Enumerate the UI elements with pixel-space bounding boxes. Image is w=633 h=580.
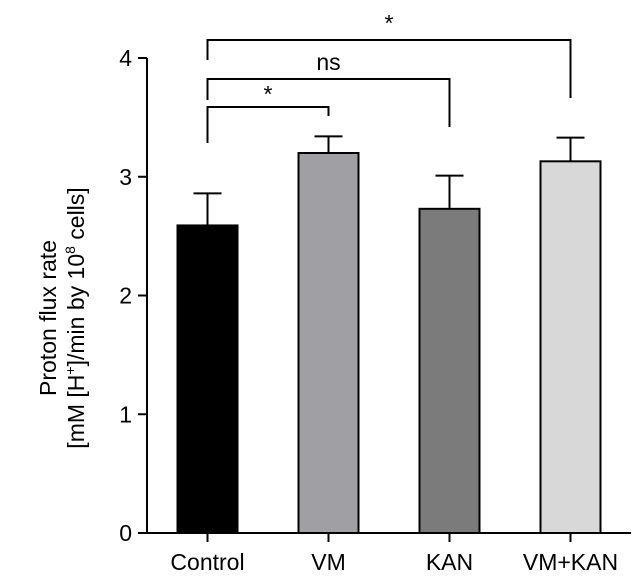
y-tick-label: 2 xyxy=(119,283,132,309)
y-axis-title: Proton flux rate [mM [H+]/min by 108 cel… xyxy=(35,187,89,448)
x-tick-label: VM+KAN xyxy=(523,549,618,575)
significance-brackets: * ns * xyxy=(206,10,572,143)
significance-label: ns xyxy=(316,49,340,75)
y-tick-label: 4 xyxy=(119,45,132,71)
y-axis-title-line2: [mM [H+]/min by 108 cells] xyxy=(62,187,89,448)
significance-label: * xyxy=(385,10,394,36)
bar xyxy=(539,160,602,534)
axes: 0 1 2 3 4 Control VM KAN VM+KAN xyxy=(119,45,631,575)
significance-bracket xyxy=(206,78,451,127)
x-tick-label: VM xyxy=(311,549,346,575)
bar xyxy=(176,224,239,534)
significance-bracket xyxy=(206,106,330,143)
y-tick-label: 0 xyxy=(119,520,132,546)
bars xyxy=(176,135,602,534)
significance-bracket xyxy=(206,39,572,98)
bar xyxy=(418,207,481,534)
y-axis-title-line1: Proton flux rate xyxy=(35,240,61,396)
x-tick-label: KAN xyxy=(426,549,473,575)
significance-label: * xyxy=(264,81,273,107)
x-tick-label: Control xyxy=(170,549,244,575)
y-tick-label: 3 xyxy=(119,164,132,190)
bar xyxy=(297,152,360,534)
y-tick-label: 1 xyxy=(119,401,132,427)
